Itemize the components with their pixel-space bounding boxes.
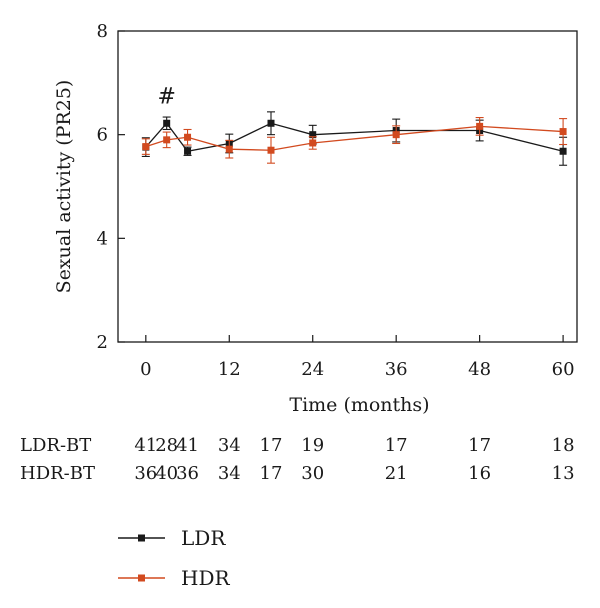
risk-table-row-label: LDR-BT bbox=[20, 435, 91, 456]
data-point bbox=[142, 143, 150, 151]
x-tick-label: 12 bbox=[218, 359, 241, 380]
data-point bbox=[309, 139, 317, 147]
risk-table-cell: 17 bbox=[385, 435, 408, 456]
data-point bbox=[309, 131, 317, 139]
risk-table-cell: 18 bbox=[552, 435, 575, 456]
annotation-layer: # bbox=[157, 84, 175, 109]
legend: LDR HDR bbox=[118, 526, 230, 590]
risk-table-cell: 40 bbox=[155, 463, 178, 484]
data-point bbox=[267, 119, 275, 127]
x-axis: 0 12 24 36 48 60 bbox=[140, 335, 575, 380]
data-point bbox=[267, 146, 275, 154]
risk-table-cell: 41 bbox=[134, 435, 157, 456]
x-tick-label: 60 bbox=[552, 359, 575, 380]
data-point bbox=[476, 122, 484, 130]
data-point bbox=[225, 145, 233, 153]
y-tick-label: 4 bbox=[97, 228, 108, 249]
series-hdr bbox=[141, 117, 568, 164]
legend-item-hdr: HDR bbox=[118, 566, 230, 590]
legend-label: HDR bbox=[181, 566, 230, 590]
risk-table-cell: 21 bbox=[385, 463, 408, 484]
data-point bbox=[184, 147, 192, 155]
risk-table-cell: 17 bbox=[468, 435, 491, 456]
data-point bbox=[184, 133, 192, 141]
risk-table-cell: 41 bbox=[176, 435, 199, 456]
risk-table-cell: 30 bbox=[301, 463, 324, 484]
plot-frame bbox=[117, 30, 578, 343]
x-tick-label: 48 bbox=[468, 359, 491, 380]
x-tick-label: 36 bbox=[385, 359, 408, 380]
data-point bbox=[559, 128, 567, 136]
y-tick-label: 6 bbox=[97, 125, 108, 146]
y-tick-label: 8 bbox=[97, 21, 108, 42]
x-tick-label: 24 bbox=[301, 359, 324, 380]
data-point bbox=[163, 136, 171, 144]
data-point bbox=[392, 131, 400, 139]
risk-table-cell: 16 bbox=[468, 463, 491, 484]
risk-table-cell: 34 bbox=[218, 463, 241, 484]
risk-table-cell: 17 bbox=[260, 435, 283, 456]
x-axis-label: Time (months) bbox=[289, 394, 429, 416]
y-axis: 2 4 6 8 bbox=[97, 21, 125, 353]
risk-table-row-label: HDR-BT bbox=[20, 463, 95, 484]
risk-table-cell: 34 bbox=[218, 435, 241, 456]
significance-marker: # bbox=[157, 84, 175, 109]
risk-table-cell: 28 bbox=[155, 435, 178, 456]
risk-table-cell: 13 bbox=[552, 463, 575, 484]
legend-label: LDR bbox=[181, 526, 226, 550]
legend-item-ldr: LDR bbox=[118, 526, 226, 550]
legend-marker bbox=[138, 534, 145, 542]
series-line bbox=[145, 125, 564, 151]
risk-table-cell: 19 bbox=[301, 435, 324, 456]
x-tick-label: 0 bbox=[140, 359, 151, 380]
series-layer bbox=[141, 111, 568, 166]
y-axis-label: Sexual activity (PR25) bbox=[53, 80, 75, 294]
risk-table-cell: 36 bbox=[134, 463, 157, 484]
data-point bbox=[163, 119, 171, 127]
legend-marker bbox=[138, 574, 145, 582]
y-tick-label: 2 bbox=[97, 332, 108, 353]
risk-table-cell: 36 bbox=[176, 463, 199, 484]
risk-table-cell: 17 bbox=[260, 463, 283, 484]
data-point bbox=[559, 147, 567, 155]
